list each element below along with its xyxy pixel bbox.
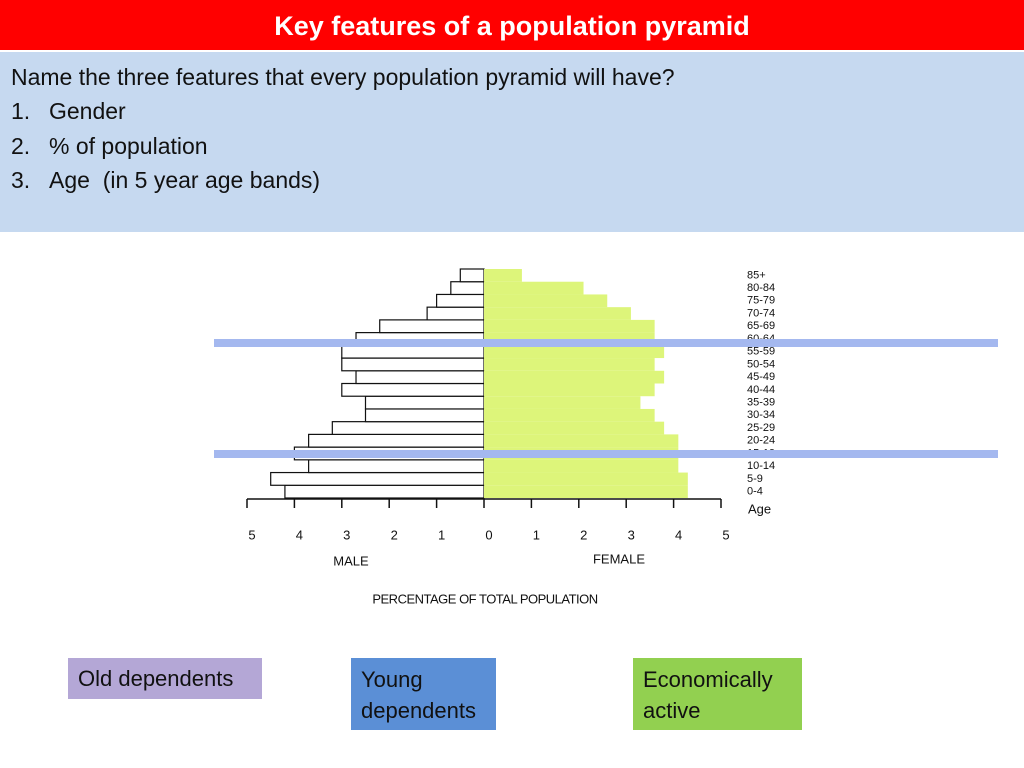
x-tick-label: 5 bbox=[248, 527, 255, 542]
prompt: Name the three features that every popul… bbox=[11, 64, 675, 90]
female-label: FEMALE bbox=[593, 551, 645, 566]
age-label: 50-54 bbox=[747, 358, 775, 370]
item-text: Age (in 5 year age bands) bbox=[49, 167, 321, 193]
female-bar bbox=[484, 459, 679, 473]
female-bar bbox=[484, 281, 584, 295]
female-bar bbox=[484, 358, 655, 371]
economically-active-box: Economically active bbox=[633, 658, 802, 730]
male-bar bbox=[379, 319, 485, 334]
x-tick-label: 3 bbox=[628, 527, 635, 542]
age-label: 40-44 bbox=[747, 384, 775, 396]
female-bar bbox=[484, 396, 641, 409]
age-label: 75-79 bbox=[747, 295, 775, 307]
old-dependents-box: Old dependents bbox=[68, 658, 262, 699]
female-bar bbox=[484, 345, 665, 359]
slide-title: Key features of a population pyramid bbox=[0, 0, 1024, 50]
list-item: 2. % of population bbox=[11, 133, 208, 160]
age-label: 85+ bbox=[747, 269, 766, 281]
x-tick-label: 1 bbox=[533, 527, 540, 542]
male-label: MALE bbox=[333, 553, 369, 568]
list-item: 1. Gender bbox=[11, 98, 126, 125]
male-bar bbox=[341, 382, 485, 397]
age-label: 45-49 bbox=[747, 371, 775, 383]
question-panel: Name the three features that every popul… bbox=[0, 52, 1024, 232]
age-label: 20-24 bbox=[747, 435, 775, 447]
x-axis-title: PERCENTAGE OF TOTAL POPULATION bbox=[372, 591, 597, 606]
female-bar bbox=[484, 319, 655, 333]
item-number: 3. bbox=[11, 167, 31, 193]
highlight-line bbox=[214, 339, 998, 347]
x-tick-label: 5 bbox=[722, 527, 729, 542]
age-label: 65-69 bbox=[747, 320, 775, 332]
female-bar bbox=[484, 307, 631, 320]
list-item: 3. Age (in 5 year age bands) bbox=[11, 167, 320, 194]
x-tick-label: 4 bbox=[675, 527, 682, 542]
female-bar bbox=[484, 408, 655, 422]
item-number: 1. bbox=[11, 98, 31, 124]
x-tick-label: 2 bbox=[580, 527, 587, 542]
female-bar bbox=[484, 485, 688, 498]
x-tick-label: 4 bbox=[296, 527, 303, 542]
male-bar bbox=[426, 306, 485, 321]
age-axis-label: Age bbox=[748, 501, 771, 516]
male-bar bbox=[364, 408, 485, 423]
female-bar bbox=[484, 269, 522, 282]
age-label: 10-14 bbox=[747, 460, 775, 472]
x-tick-label: 1 bbox=[438, 527, 445, 542]
item-number: 2. bbox=[11, 133, 31, 159]
age-label: 5-9 bbox=[747, 473, 763, 485]
male-bar bbox=[459, 268, 485, 283]
female-bar bbox=[484, 472, 688, 486]
age-label: 35-39 bbox=[747, 396, 775, 408]
age-label: 25-29 bbox=[747, 422, 775, 434]
male-bar bbox=[270, 471, 485, 486]
age-label: 55-59 bbox=[747, 346, 775, 358]
x-tick-label: 0 bbox=[485, 527, 492, 542]
male-bar bbox=[308, 433, 485, 448]
age-label: 0-4 bbox=[747, 486, 763, 498]
female-bar bbox=[484, 294, 608, 308]
age-label: 80-84 bbox=[747, 282, 775, 294]
young-dependents-box: Young dependents bbox=[351, 658, 496, 730]
age-label: 30-34 bbox=[747, 409, 775, 421]
x-tick-label: 3 bbox=[343, 527, 350, 542]
item-text: % of population bbox=[49, 133, 208, 159]
female-bar bbox=[484, 383, 655, 397]
male-bar bbox=[341, 357, 485, 372]
male-bar bbox=[355, 370, 485, 385]
female-bar bbox=[484, 421, 665, 435]
female-bar bbox=[484, 370, 665, 384]
male-bar bbox=[436, 293, 485, 308]
male-bar bbox=[341, 344, 485, 359]
female-bar bbox=[484, 434, 679, 448]
male-bar bbox=[308, 459, 485, 474]
x-tick-label: 2 bbox=[391, 527, 398, 542]
item-text: Gender bbox=[49, 98, 126, 124]
male-bar bbox=[331, 421, 485, 435]
highlight-line bbox=[214, 450, 998, 458]
population-pyramid: 0-45-910-1415-1920-2425-2930-3435-3940-4… bbox=[214, 268, 998, 606]
male-bar bbox=[450, 281, 485, 296]
age-label: 70-74 bbox=[747, 307, 775, 319]
male-bar bbox=[284, 484, 485, 499]
male-bar bbox=[364, 395, 485, 410]
